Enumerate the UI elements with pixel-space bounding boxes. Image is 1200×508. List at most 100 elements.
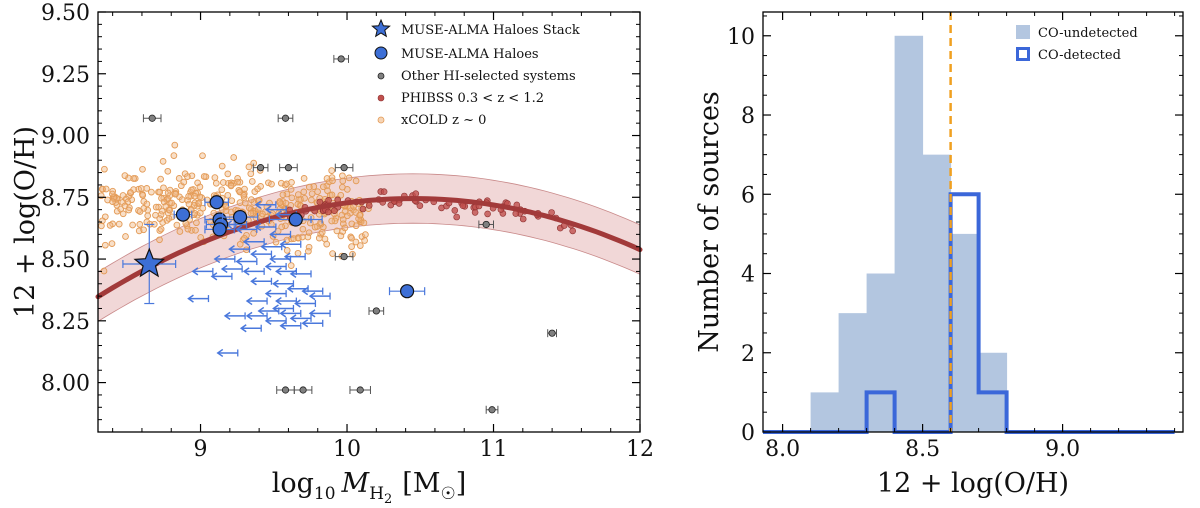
hi-marker xyxy=(356,386,364,394)
y-tick-label: 8.50 xyxy=(41,248,90,273)
xcold-point xyxy=(352,177,360,185)
hi-selected-point xyxy=(334,252,354,261)
upper-limit-head xyxy=(269,254,276,264)
hi-marker xyxy=(281,114,290,122)
right-y-axis-label: Number of sources xyxy=(694,91,725,353)
xcold-point xyxy=(352,238,360,246)
upper-limit-head xyxy=(294,299,301,308)
upper-limit-arrow xyxy=(308,292,331,301)
muse-halo-point xyxy=(268,212,323,227)
xcold-point xyxy=(165,215,173,222)
legend-label-detected: CO-detected xyxy=(1038,48,1121,63)
xcold-point xyxy=(288,179,295,186)
relation-curve-layer xyxy=(95,195,643,300)
hi-selected-point xyxy=(293,386,313,394)
xcold-point xyxy=(234,178,241,186)
xcold-point xyxy=(268,180,275,188)
xcold-point xyxy=(345,174,353,182)
legend-marker-hi xyxy=(377,72,385,80)
xcold-point xyxy=(305,247,312,255)
upper-limit-arrow xyxy=(279,321,302,330)
xcold-point xyxy=(162,203,170,210)
upper-limit-arrow xyxy=(254,222,277,232)
xcold-point xyxy=(193,219,200,227)
xcold-point xyxy=(360,219,368,227)
upper-limit-arrow xyxy=(264,205,287,214)
hi-marker xyxy=(299,386,307,394)
hi-selected-point xyxy=(279,163,298,172)
xcold-point xyxy=(119,192,127,199)
upper-limit-arrow xyxy=(272,279,295,288)
upper-limit-arrow xyxy=(301,287,324,296)
xcold-point xyxy=(122,233,129,240)
upper-limit-head xyxy=(279,309,287,318)
upper-limit-head xyxy=(283,252,291,261)
upper-limit-arrow xyxy=(279,309,302,318)
hy-tick-label: 0 xyxy=(741,421,755,446)
xcold-point xyxy=(197,234,205,241)
upper-limit-head xyxy=(235,257,243,266)
upper-limit-head xyxy=(257,306,265,316)
xcold-point xyxy=(137,185,145,192)
xcold-point xyxy=(166,206,174,214)
x-tick-label: 10 xyxy=(333,437,361,462)
xcold-point xyxy=(304,233,312,241)
xcold-point xyxy=(224,191,232,199)
xlabel-var: M xyxy=(341,468,371,499)
stack-star xyxy=(133,247,166,278)
legend-label-hi: Other HI-selected systems xyxy=(401,69,576,84)
xcold-point xyxy=(282,222,289,230)
phibss-point xyxy=(569,227,577,235)
xcold-point xyxy=(188,186,195,194)
hy-tick-label: 10 xyxy=(727,25,755,50)
xcold-point xyxy=(148,188,155,196)
xlabel-log-sub: 10 xyxy=(314,484,336,504)
legend-label-phibss: PHIBSS 0.3 < z < 1.2 xyxy=(401,91,544,106)
xcold-point xyxy=(356,242,364,249)
xcold-point xyxy=(136,208,144,215)
upper-limit-arrow xyxy=(260,242,283,251)
xcold-point xyxy=(259,210,266,218)
xcold-point xyxy=(230,154,238,161)
xcold-point xyxy=(211,174,219,181)
hi-marker xyxy=(340,164,348,172)
xcold-point xyxy=(219,179,227,186)
upper-limit-head xyxy=(264,262,272,271)
xcold-point xyxy=(218,162,226,170)
xcold-point xyxy=(247,170,255,178)
right-axis-ticks: 8.0 8.5 9.0 0 2 4 6 8 10 xyxy=(727,12,1183,462)
xcold-point xyxy=(164,167,172,175)
xcold-point xyxy=(241,199,249,207)
hi-selected-point xyxy=(547,329,558,338)
xcold-point xyxy=(321,235,329,243)
xcold-point xyxy=(247,209,255,217)
muse-halo-point xyxy=(204,195,229,210)
xcold-point xyxy=(328,217,336,225)
xcold-point xyxy=(200,173,208,180)
xcold-point xyxy=(294,234,302,242)
xcold-point xyxy=(199,152,206,160)
right-x-axis-label: 12 + log(O/H) xyxy=(877,468,1069,499)
hx-tick-label: 8.0 xyxy=(765,437,800,462)
hy-tick-label: 8 xyxy=(741,104,755,129)
xcold-point xyxy=(245,204,253,212)
histogram-layer xyxy=(763,12,1175,434)
upper-limit-head xyxy=(191,267,199,276)
hi-selected-point xyxy=(478,220,495,229)
upper-limit-arrow xyxy=(275,296,298,306)
muse-halo-point xyxy=(173,207,193,222)
upper-limit-head xyxy=(275,267,282,276)
phibss-point xyxy=(330,207,338,214)
phibss-point xyxy=(471,209,479,216)
upper-limit-head xyxy=(213,254,221,264)
upper-limit-head xyxy=(242,237,250,246)
xcold-point xyxy=(329,177,336,185)
phibss-point xyxy=(451,207,459,214)
upper-limit-head xyxy=(235,225,243,234)
xcold-point xyxy=(323,175,331,182)
xcold-point xyxy=(191,192,199,200)
xcold-point xyxy=(241,185,248,193)
phibss-point xyxy=(380,188,388,195)
hi-marker xyxy=(372,307,380,315)
hi-selected-layer xyxy=(142,54,558,414)
